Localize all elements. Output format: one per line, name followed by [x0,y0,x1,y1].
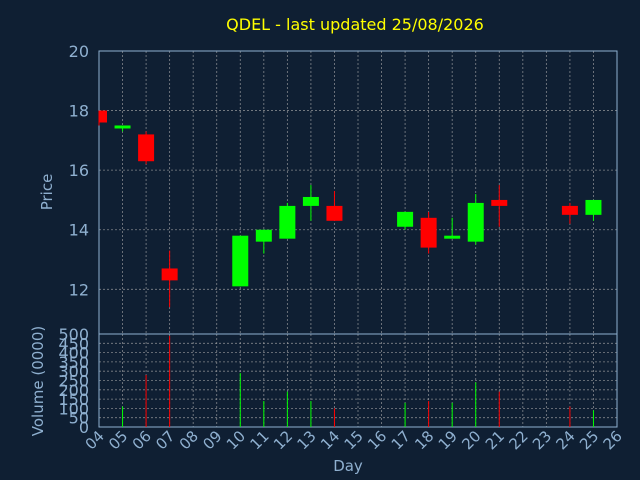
candle [302,185,319,221]
candle [491,185,508,227]
x-axis-label: Day [333,457,363,475]
candle-body [302,196,319,206]
price-grid [99,51,617,334]
candle [114,125,131,132]
x-tick-label: 10 [223,427,249,453]
x-tick-label: 18 [411,427,437,453]
candle-body [161,268,178,281]
candle [98,110,107,126]
candle-body [232,235,249,287]
price-tick-label: 16 [69,161,89,180]
price-axis-label: Price [38,174,56,211]
volume-tick-label: 450 [58,334,89,353]
x-tick-label: 26 [600,427,626,453]
volume-bars [122,335,594,427]
volume-grid [99,334,617,427]
volume-tick-label: 350 [58,353,89,372]
x-ticks: 0405060708091011121314151617181920212223… [82,427,626,453]
volume-tick-label: 100 [58,399,89,418]
volume-tick-label: 300 [58,362,89,381]
volume-tick-label: 200 [58,381,89,400]
candle [420,211,437,254]
volume-tick-label: 250 [58,372,89,391]
x-tick-label: 12 [270,427,296,453]
price-tick-label: 14 [69,221,89,240]
candle [444,217,461,239]
x-tick-label: 08 [176,427,202,453]
x-tick-label: 09 [199,427,225,453]
candle [467,193,484,245]
candle-body [420,217,437,248]
candle-body [397,211,414,227]
x-tick-label: 05 [105,427,131,453]
candle [585,199,602,221]
x-tick-label: 13 [294,427,320,453]
x-tick-label: 14 [317,427,343,453]
volume-tick-label: 50 [69,409,89,428]
x-tick-label: 21 [482,427,508,453]
x-tick-label: 19 [435,427,461,453]
candle [232,235,249,287]
candle [561,202,578,224]
candles [98,110,602,308]
candle [326,191,343,221]
chart-title: QDEL - last updated 25/08/2026 [226,15,484,34]
candle-body [138,134,155,162]
volume-tick-label: 150 [58,390,89,409]
candle [161,250,178,308]
volume-tick-label: 0 [79,418,89,437]
x-tick-label: 22 [505,427,531,453]
x-tick-label: 11 [246,427,272,453]
volume-tick-label: 400 [58,344,89,363]
candle [255,229,272,254]
x-tick-label: 16 [364,427,390,453]
x-tick-label: 17 [388,427,414,453]
price-tick-label: 12 [69,280,89,299]
price-tick-label: 18 [69,102,89,121]
candle-body [561,205,578,215]
x-tick-label: 24 [553,427,579,453]
candle-body [279,205,296,239]
candle-body [491,199,508,206]
price-ticks: 20 18 16 14 12 [69,42,89,299]
x-tick-label: 15 [341,427,367,453]
volume-tick-label: 500 [58,325,89,344]
x-tick-label: 20 [458,427,484,453]
candle-body [255,229,272,242]
candle-body [114,125,131,129]
x-tick-label: 25 [576,427,602,453]
candle-body [585,199,602,215]
candle-body [99,110,107,123]
volume-axis-label: Volume (0000) [29,326,47,436]
candle [138,131,155,165]
volume-plot-frame [98,333,618,428]
candle [397,211,414,230]
x-tick-label: 07 [152,427,178,453]
price-tick-label: 20 [69,42,89,61]
candle-body [467,202,484,242]
candle-body [326,205,343,221]
x-tick-label: 23 [529,427,555,453]
x-tick-label: 06 [129,427,155,453]
candle [279,202,296,239]
candle-body [444,235,461,239]
